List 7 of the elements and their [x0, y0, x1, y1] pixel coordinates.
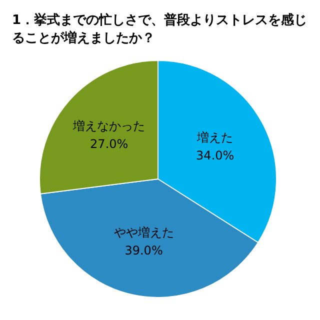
- data-label: 39.0%: [124, 244, 163, 258]
- slice-label: 増えた: [196, 130, 234, 145]
- data-label: 27.0%: [90, 137, 128, 152]
- slice-label: 増えなかった: [72, 119, 146, 134]
- chart-title: 1．挙式までの忙しさで、普段よりストレスを感じることが増えましたか？: [11, 12, 308, 48]
- slice-label: やや増えた: [114, 226, 174, 240]
- data-label: 34.0%: [196, 148, 234, 163]
